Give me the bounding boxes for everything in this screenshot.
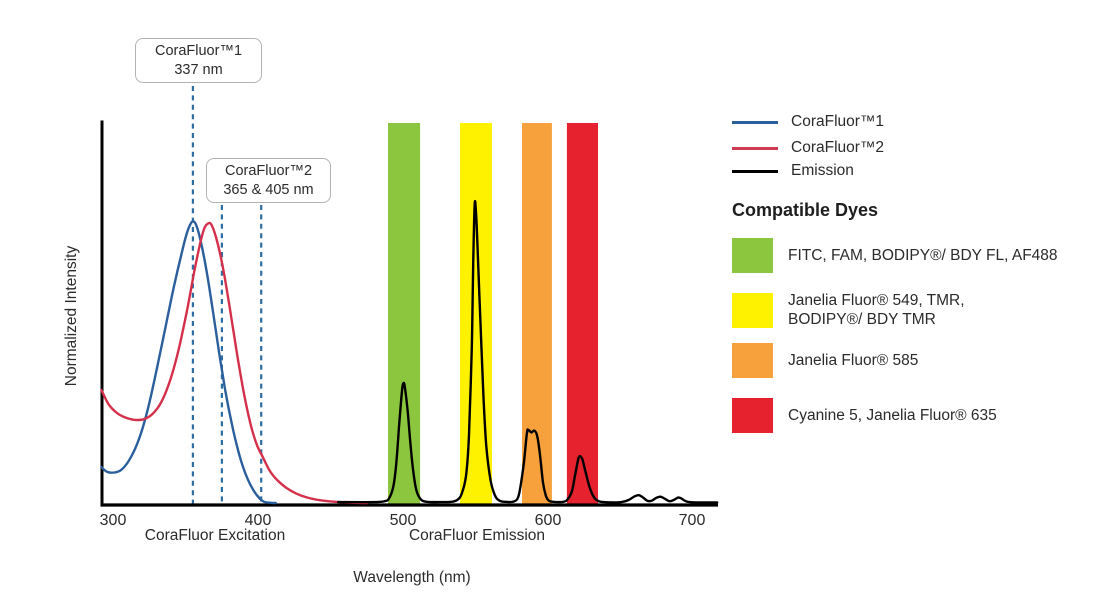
x-axis-label: Wavelength (nm) [353, 569, 471, 586]
x-tick-300: 300 [99, 512, 127, 529]
yellow-dye-swatch [732, 292, 773, 328]
callout-corafluor2: CoraFluor™2 365 & 405 nm [206, 158, 331, 203]
dye-row-orange: Janelia Fluor® 585 [732, 343, 1110, 378]
legend-label: CoraFluor™1 [791, 113, 885, 130]
legend-label: Emission [791, 162, 854, 179]
corafluor1-line-swatch [732, 120, 778, 124]
legend-label: CoraFluor™2 [791, 139, 885, 156]
dye-row-yellow: Janelia Fluor® 549, TMR, BODIPY®/ BDY TM… [732, 291, 1110, 329]
emission-region-label: CoraFluor Emission [408, 527, 546, 544]
dye-label: Janelia Fluor® 585 [788, 352, 919, 369]
compatible-dyes-heading: Compatible Dyes [732, 200, 879, 220]
callout-corafluor1-title: CoraFluor™1 [154, 43, 243, 59]
x-tick-500: 500 [389, 512, 417, 529]
callout-corafluor2-value: 365 & 405 nm [223, 181, 314, 198]
legend-item-corafluor1: CoraFluor™1 [732, 113, 884, 131]
dye-band [566, 123, 598, 505]
legend-item-emission: Emission [732, 162, 854, 180]
spectrum-curve [100, 221, 369, 505]
dye-band [388, 123, 421, 505]
y-axis-label: Normalized Intensity [63, 245, 80, 387]
callout-corafluor1: CoraFluor™1 337 nm [135, 38, 262, 83]
excitation-region-label: CoraFluor Excitation [144, 527, 286, 544]
corafluor2-line-swatch [732, 146, 778, 150]
legend-item-corafluor2: CoraFluor™2 [732, 139, 884, 157]
green-dye-swatch [732, 238, 773, 273]
x-tick-400: 400 [244, 512, 272, 529]
callout-corafluor2-title: CoraFluor™2 [224, 163, 313, 179]
dye-label: Janelia Fluor® 549, TMR, BODIPY®/ BDY TM… [788, 292, 965, 328]
spectrum-curve [336, 199, 719, 504]
orange-dye-swatch [732, 343, 773, 378]
x-tick-700: 700 [678, 512, 706, 529]
x-tick-600: 600 [534, 512, 562, 529]
red-dye-swatch [732, 398, 773, 433]
dye-row-green: FITC, FAM, BODIPY®/ BDY FL, AF488 [732, 238, 1110, 273]
callout-corafluor1-value: 337 nm [174, 61, 223, 78]
dye-label: Cyanine 5, Janelia Fluor® 635 [788, 407, 997, 424]
spectrum-curve [100, 220, 277, 505]
dye-label: FITC, FAM, BODIPY®/ BDY FL, AF488 [788, 247, 1058, 264]
emission-line-swatch [732, 169, 778, 173]
dye-row-red: Cyanine 5, Janelia Fluor® 635 [732, 398, 1110, 433]
